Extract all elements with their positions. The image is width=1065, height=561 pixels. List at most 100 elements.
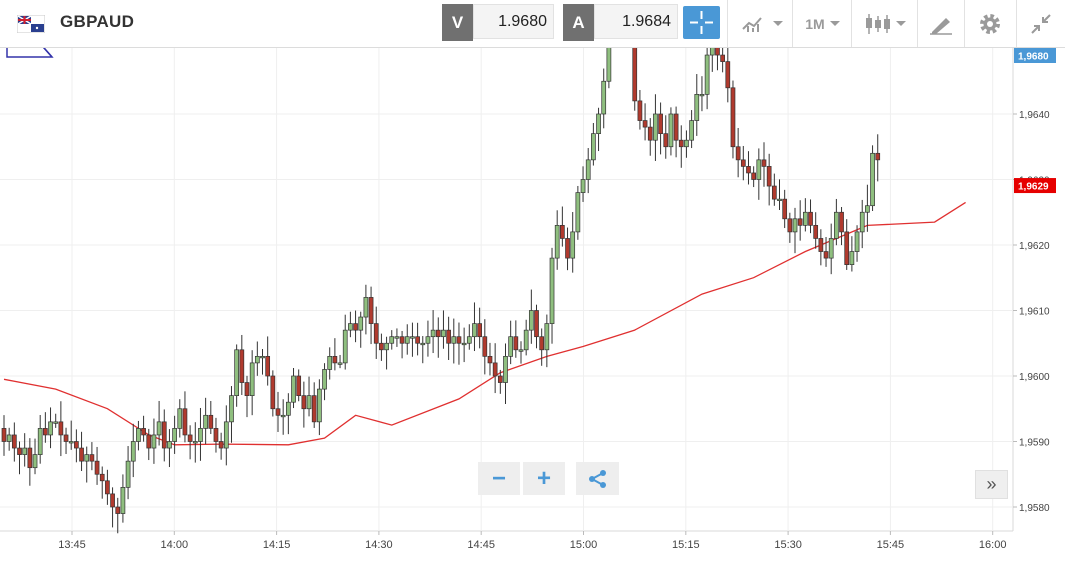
candle: [632, 48, 638, 102]
timeframe-label: 1M: [805, 15, 825, 32]
candle: [115, 506, 121, 514]
candle: [678, 139, 684, 148]
y-tick-label: 1,9620: [1019, 241, 1050, 252]
candle: [368, 297, 374, 324]
candle: [389, 336, 395, 344]
candle: [182, 408, 188, 436]
candle: [239, 349, 245, 383]
x-tick-label: 15:15: [672, 539, 700, 551]
chevron-down-icon: [895, 21, 906, 26]
indicators-button[interactable]: [735, 0, 790, 47]
candle: [275, 408, 281, 416]
candle: [492, 362, 498, 377]
corner-triangle-icon[interactable]: [6, 48, 54, 58]
candle: [32, 454, 38, 469]
candle: [280, 414, 286, 418]
candle: [534, 310, 539, 338]
settings-button[interactable]: [965, 0, 1015, 47]
candle: [735, 146, 741, 161]
bid-price: 1.9680: [473, 4, 554, 39]
candle: [554, 225, 560, 259]
candle: [58, 421, 64, 436]
candle: [720, 54, 725, 62]
candle: [260, 356, 265, 359]
candle: [425, 336, 431, 344]
candle: [79, 447, 84, 462]
candle: [585, 159, 591, 180]
y-tick-label: 1,9600: [1019, 372, 1050, 383]
share-button[interactable]: [576, 462, 619, 495]
candle: [379, 342, 384, 351]
candle: [544, 323, 550, 351]
candle: [110, 493, 115, 508]
zoom-in-button[interactable]: +: [523, 462, 565, 495]
candle: [715, 48, 720, 56]
candle: [441, 329, 446, 338]
candle: [270, 375, 276, 410]
candle: [399, 336, 405, 344]
candle: [802, 211, 808, 226]
candle: [420, 342, 426, 346]
candle: [415, 336, 420, 344]
indicators-icon: [742, 16, 762, 32]
y-tick-label: 1,9640: [1019, 110, 1050, 121]
timeframe-dropdown[interactable]: 1M: [795, 0, 850, 47]
candle: [192, 441, 198, 444]
candle: [53, 421, 59, 424]
candle: [456, 336, 462, 344]
candle: [384, 342, 389, 351]
candle: [482, 336, 488, 357]
candle: [177, 408, 183, 429]
chart-type-button[interactable]: [855, 0, 915, 47]
candle: [141, 428, 146, 436]
candle: [249, 362, 255, 396]
candle: [834, 211, 839, 239]
candle: [591, 133, 596, 161]
candle: [865, 205, 870, 213]
y-tick-label: 1,9580: [1019, 503, 1050, 514]
candle: [792, 218, 798, 233]
candle: [94, 460, 100, 475]
collapse-icon: [1031, 13, 1051, 34]
candle: [694, 93, 700, 121]
candle: [208, 414, 214, 429]
candle: [647, 126, 653, 141]
candle: [658, 113, 663, 134]
candle: [461, 342, 467, 346]
candle: [27, 447, 33, 469]
time-axis: 13:45 14:00 14:15 14:30 14:45 15:00 15:15 15:30…: [58, 531, 1006, 551]
candle: [761, 159, 767, 167]
candle: [539, 336, 545, 351]
flag-icon: [17, 15, 45, 33]
draw-tool-button[interactable]: [918, 0, 963, 47]
candle: [487, 356, 493, 364]
crosshair-button[interactable]: [683, 6, 720, 39]
candlestick-chart[interactable]: 1,95801,95901,96001,96101,96201,96301,96…: [0, 48, 1065, 561]
candle: [751, 172, 757, 180]
top-price-marker: [1014, 48, 1056, 63]
share-icon: [588, 469, 606, 488]
candle: [291, 375, 296, 403]
candle: [689, 120, 694, 141]
candle: [549, 257, 555, 324]
candle: [244, 382, 250, 396]
candle: [1, 428, 7, 442]
candle: [560, 225, 565, 239]
candle: [394, 336, 400, 339]
x-tick-label: 15:00: [570, 539, 598, 551]
last-price-marker-label: 1,9629: [1018, 182, 1049, 193]
candle: [286, 401, 291, 416]
zoom-out-button[interactable]: −: [478, 462, 520, 495]
x-tick-label: 15:45: [877, 539, 905, 551]
x-tick-label: 16:00: [979, 539, 1007, 551]
scroll-to-end-button[interactable]: »: [975, 470, 1008, 499]
candle: [130, 441, 136, 462]
candle: [709, 48, 715, 56]
candle: [213, 428, 219, 442]
crosshair-icon: [690, 11, 713, 34]
candle: [151, 434, 157, 449]
candle: [22, 447, 28, 455]
collapse-button[interactable]: [1017, 0, 1065, 47]
candle: [466, 336, 472, 344]
candle: [84, 454, 90, 462]
